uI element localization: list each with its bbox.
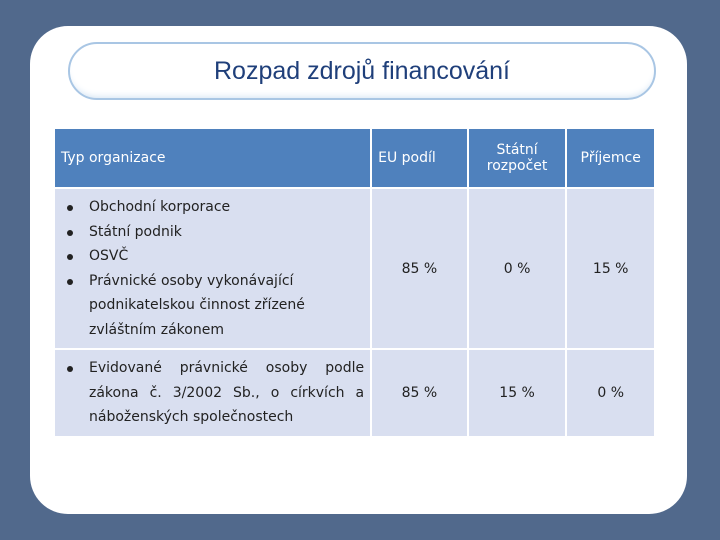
organization-types-cell: Obchodní korporace Státní podnik OSVČ Pr… [55, 189, 371, 348]
page-title: Rozpad zdrojů financování [213, 56, 511, 85]
header-statni-rozpocet: Státní rozpočet [468, 129, 566, 187]
list-item: Obchodní korporace [66, 195, 364, 220]
recipient-cell: 0 % [567, 350, 654, 436]
funding-table: Typ organizace EU podíl Státní rozpočet … [53, 127, 656, 438]
title-banner: Rozpad zdrojů financování [68, 42, 656, 100]
organization-types-cell: Evidované právnické osoby podle zákona č… [55, 350, 371, 436]
list-item: Státní podnik [66, 220, 364, 245]
table-row: Obchodní korporace Státní podnik OSVČ Pr… [55, 189, 654, 348]
state-budget-cell: 15 % [468, 350, 566, 436]
eu-share-cell: 85 % [372, 189, 467, 348]
table-header-row: Typ organizace EU podíl Státní rozpočet … [55, 129, 654, 187]
state-budget-cell: 0 % [468, 189, 566, 348]
list-item: Evidované právnické osoby podle zákona č… [66, 356, 364, 430]
list-item: OSVČ [66, 244, 364, 269]
recipient-cell: 15 % [567, 189, 654, 348]
organization-type-list: Evidované právnické osoby podle zákona č… [61, 356, 364, 430]
list-item: Právnické osoby vykonávající podnikatels… [66, 269, 364, 343]
header-typ-organizace: Typ organizace [55, 129, 371, 187]
eu-share-cell: 85 % [372, 350, 467, 436]
header-eu-podil: EU podíl [372, 129, 467, 187]
header-prijemce: Příjemce [567, 129, 654, 187]
organization-type-list: Obchodní korporace Státní podnik OSVČ Pr… [61, 195, 364, 342]
table-row: Evidované právnické osoby podle zákona č… [55, 350, 654, 436]
